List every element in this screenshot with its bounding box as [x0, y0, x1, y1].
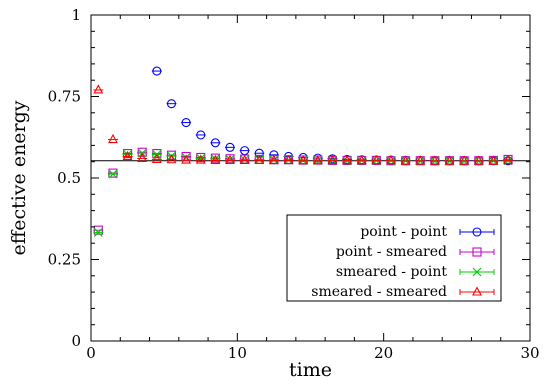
y-tick-label: 0 [71, 332, 81, 350]
data-point [342, 155, 352, 165]
data-point [181, 118, 191, 128]
data-point [166, 154, 177, 164]
data-point [137, 152, 148, 162]
data-point [371, 155, 382, 165]
legend-label: smeared - point [336, 264, 448, 280]
data-point [269, 150, 279, 160]
legend-marker [472, 267, 482, 277]
data-point [415, 155, 426, 165]
data-point [312, 155, 323, 165]
data-point [210, 138, 220, 148]
legend-marker [472, 286, 482, 296]
data-point [210, 154, 221, 164]
data-point [225, 142, 235, 152]
legend-box [286, 214, 502, 302]
data-point [254, 155, 264, 165]
x-tick-label: 30 [520, 344, 539, 362]
data-point [459, 155, 470, 165]
data-point [473, 155, 484, 165]
legend: point - point point - smeared smeared - po… [286, 214, 502, 302]
data-point [108, 133, 118, 144]
data-point [356, 155, 367, 165]
legend-label: point - point [360, 224, 447, 240]
data-point [225, 154, 235, 164]
y-tick-label: 0.75 [48, 88, 81, 106]
data-point [93, 84, 104, 94]
data-point [196, 152, 206, 163]
axis-layer: 0 10 20 30 0 0.25 0.5 0.75 1 [48, 6, 540, 362]
data-point [151, 153, 162, 163]
x-tick-label: 20 [374, 344, 393, 362]
y-axis-label: effective energy [8, 100, 30, 255]
data-point [108, 169, 118, 179]
y-tick-label: 1 [71, 6, 81, 24]
data-point [269, 154, 279, 164]
data-point [386, 155, 396, 165]
legend-label: smeared - smeared [311, 284, 447, 300]
y-tick-label: 0.25 [48, 251, 81, 269]
data-point [152, 66, 162, 76]
data-point [137, 147, 147, 157]
data-point [239, 154, 250, 164]
y-tick-label: 0.5 [57, 169, 81, 187]
data-point [108, 168, 118, 178]
legend-marker [472, 247, 482, 257]
data-point [196, 130, 206, 140]
plot-layer [91, 66, 530, 237]
data-point [444, 155, 455, 165]
legend-label: point - smeared [336, 244, 447, 260]
x-axis-label: time [289, 359, 332, 381]
data-point [254, 154, 265, 164]
data-point [503, 155, 513, 165]
x-tick-label: 10 [228, 344, 247, 362]
series-3 [93, 84, 514, 165]
data-point [400, 155, 411, 165]
data-point [283, 154, 294, 164]
data-point [488, 155, 499, 165]
data-point [93, 225, 103, 235]
data-point [166, 99, 177, 109]
data-point [210, 153, 220, 163]
data-point [123, 149, 133, 159]
data-point [240, 155, 250, 165]
data-point [298, 155, 309, 165]
data-point [225, 154, 235, 164]
data-point [429, 155, 440, 165]
data-point [166, 150, 177, 160]
data-point [254, 148, 264, 158]
data-point [195, 154, 206, 164]
x-tick-label: 0 [86, 344, 96, 362]
data-point [152, 149, 162, 159]
legend-marker [472, 227, 482, 237]
data-point [181, 154, 192, 164]
data-point [93, 228, 103, 237]
data-point [327, 155, 338, 165]
data-point [122, 150, 133, 161]
